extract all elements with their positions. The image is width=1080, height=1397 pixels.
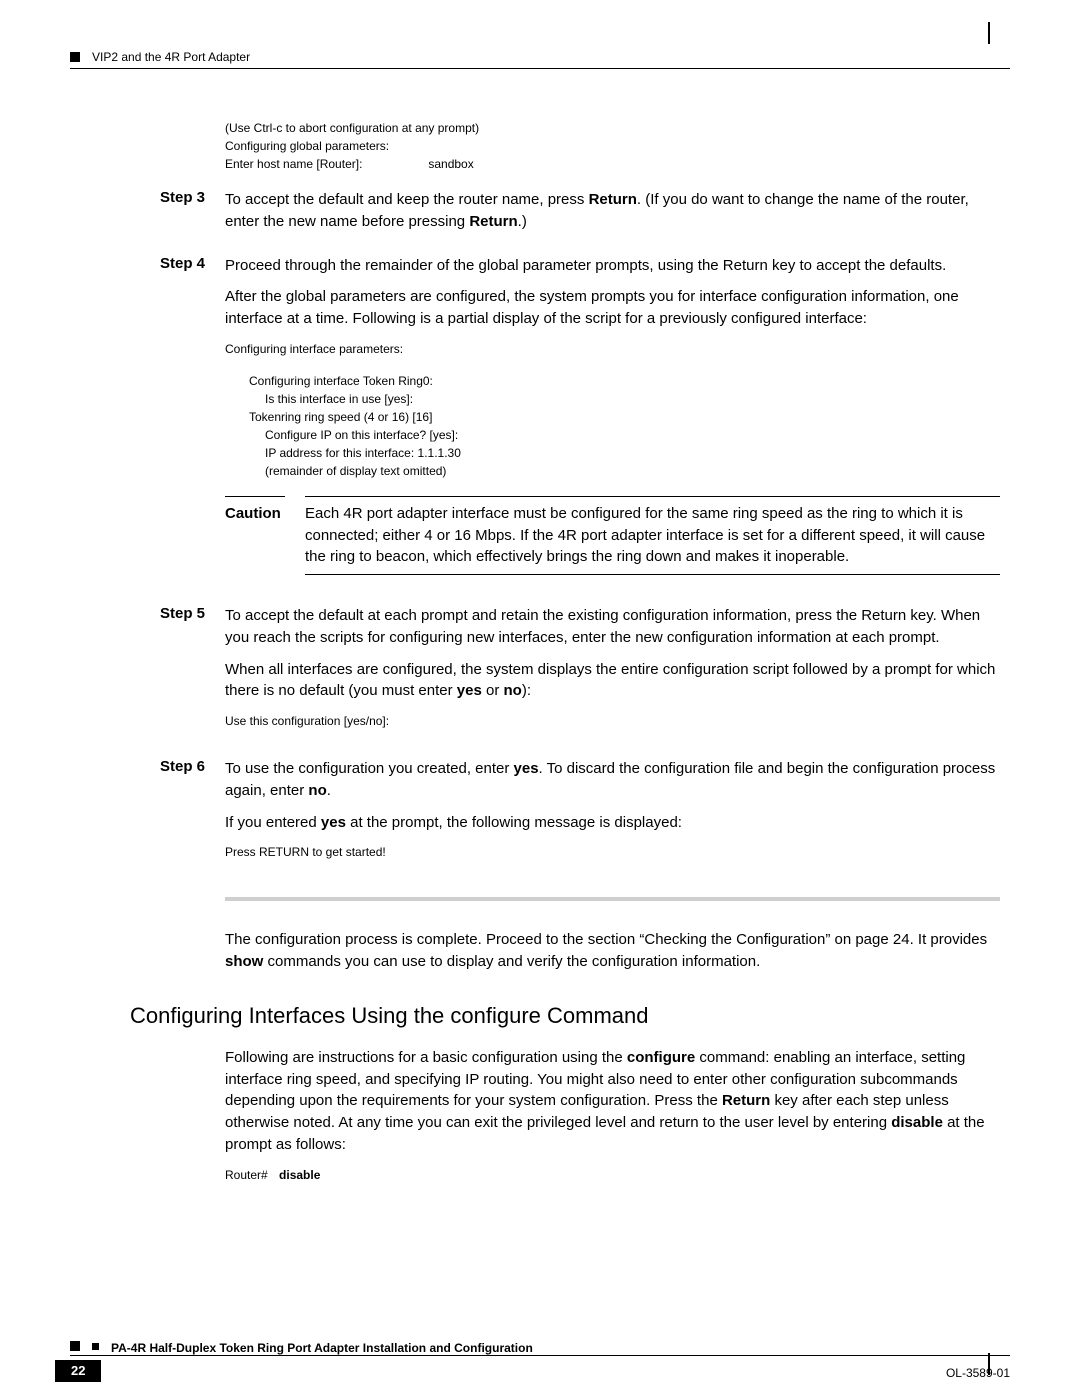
document-id: OL-3589-01 <box>946 1366 1010 1380</box>
page-number-badge: 22 <box>55 1360 101 1382</box>
caution-rule-top <box>225 496 1000 497</box>
section-divider <box>225 897 1000 901</box>
caution-body: Each 4R port adapter interface must be c… <box>305 503 1000 568</box>
footer-bullets <box>70 1341 99 1351</box>
header-bullet-icon <box>70 52 80 62</box>
step-paragraph: If you entered yes at the prompt, the fo… <box>225 812 1000 834</box>
bullet-icon <box>70 1341 80 1351</box>
main-content: (Use Ctrl-c to abort configuration at an… <box>225 119 1000 1184</box>
step-5: Step 5 To accept the default at each pro… <box>225 605 1000 746</box>
step-paragraph: Proceed through the remainder of the glo… <box>225 255 1000 277</box>
intro-terminal-block: (Use Ctrl-c to abort configuration at an… <box>225 119 1000 173</box>
step-paragraph: When all interfaces are configured, the … <box>225 659 1000 703</box>
header-rule <box>70 68 1010 69</box>
breadcrumb: VIP2 and the 4R Port Adapter <box>92 50 250 64</box>
crop-mark <box>988 22 990 44</box>
step-body: Proceed through the remainder of the glo… <box>225 255 1000 594</box>
bullet-icon <box>92 1343 99 1350</box>
terminal-line: Enter host name [Router]: sandbox <box>225 155 1000 173</box>
terminal-line: Configure IP on this interface? [yes]: <box>225 426 1000 444</box>
terminal-line: Tokenring ring speed (4 or 16) [16] <box>225 408 1000 426</box>
page-footer: PA-4R Half-Duplex Token Ring Port Adapte… <box>70 1341 1010 1362</box>
page-header: VIP2 and the 4R Port Adapter <box>70 50 1010 64</box>
step-paragraph: After the global parameters are configur… <box>225 286 1000 330</box>
step-4: Step 4 Proceed through the remainder of … <box>225 255 1000 594</box>
terminal-input: sandbox <box>428 157 473 171</box>
section-heading: Configuring Interfaces Using the configu… <box>130 1003 1000 1029</box>
step-6: Step 6 To use the configuration you crea… <box>225 758 1000 877</box>
caution-label: Caution <box>225 503 305 568</box>
step-label: Step 3 <box>160 189 225 243</box>
terminal-line: Configuring interface parameters: <box>225 340 1000 358</box>
terminal-line: (Use Ctrl-c to abort configuration at an… <box>225 119 1000 137</box>
footer-title: PA-4R Half-Duplex Token Ring Port Adapte… <box>111 1341 1010 1355</box>
terminal-prompt: Enter host name [Router]: <box>225 155 425 173</box>
step-body: To accept the default at each prompt and… <box>225 605 1000 746</box>
step-body: To accept the default and keep the route… <box>225 189 1000 243</box>
step-paragraph: To accept the default and keep the route… <box>225 189 1000 233</box>
step-paragraph: To accept the default at each prompt and… <box>225 605 1000 649</box>
step-3: Step 3 To accept the default and keep th… <box>225 189 1000 243</box>
step-label: Step 4 <box>160 255 225 594</box>
step-paragraph: To use the configuration you created, en… <box>225 758 1000 802</box>
terminal-block: Configuring interface parameters: Config… <box>225 340 1000 480</box>
caution-rule-bottom <box>225 574 1000 575</box>
terminal-block: Router# disable <box>225 1166 1000 1184</box>
terminal-block: Use this configuration [yes/no]: <box>225 712 1000 730</box>
step-label: Step 6 <box>160 758 225 877</box>
terminal-line: Is this interface in use [yes]: <box>225 390 1000 408</box>
terminal-line: Configuring interface Token Ring0: <box>225 372 1000 390</box>
step-body: To use the configuration you created, en… <box>225 758 1000 877</box>
terminal-line: (remainder of display text omitted) <box>225 462 1000 480</box>
step-label: Step 5 <box>160 605 225 746</box>
terminal-block: Press RETURN to get started! <box>225 843 1000 861</box>
terminal-line: IP address for this interface: 1.1.1.30 <box>225 444 1000 462</box>
section-paragraph: Following are instructions for a basic c… <box>225 1047 1000 1156</box>
footer-rule <box>70 1355 1010 1356</box>
terminal-command: disable <box>279 1168 320 1182</box>
terminal-line: Configuring global parameters: <box>225 137 1000 155</box>
caution-block: Caution Each 4R port adapter interface m… <box>225 496 1000 575</box>
closing-paragraph: The configuration process is complete. P… <box>225 929 1000 973</box>
terminal-prompt: Router# <box>225 1168 271 1182</box>
